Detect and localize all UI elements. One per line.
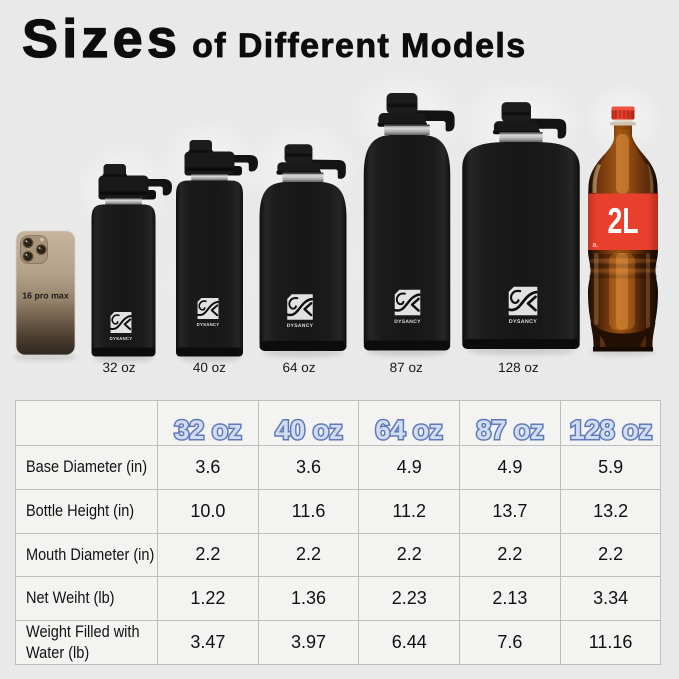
svg-text:2L: 2L [607, 200, 638, 241]
svg-text:128 oz: 128 oz [569, 415, 652, 445]
svg-text:DYSANCY: DYSANCY [394, 319, 421, 325]
svg-text:DYSANCY: DYSANCY [509, 319, 537, 325]
svg-text:128 oz: 128 oz [498, 360, 539, 375]
svg-text:87 oz: 87 oz [390, 360, 423, 375]
svg-text:40 oz: 40 oz [275, 415, 343, 445]
svg-text:64 oz: 64 oz [282, 360, 315, 375]
svg-text:DYSANCY: DYSANCY [197, 322, 220, 327]
svg-text:87 oz: 87 oz [476, 415, 544, 445]
svg-text:16 pro max: 16 pro max [22, 291, 69, 301]
svg-text:40 oz: 40 oz [193, 360, 226, 375]
svg-text:2L: 2L [593, 243, 599, 248]
svg-text:32 oz: 32 oz [102, 360, 135, 375]
svg-text:32 oz: 32 oz [174, 415, 242, 445]
svg-text:64 oz: 64 oz [376, 415, 444, 445]
svg-text:DYSANCY: DYSANCY [287, 323, 314, 329]
svg-text:DYSANCY: DYSANCY [110, 336, 133, 341]
